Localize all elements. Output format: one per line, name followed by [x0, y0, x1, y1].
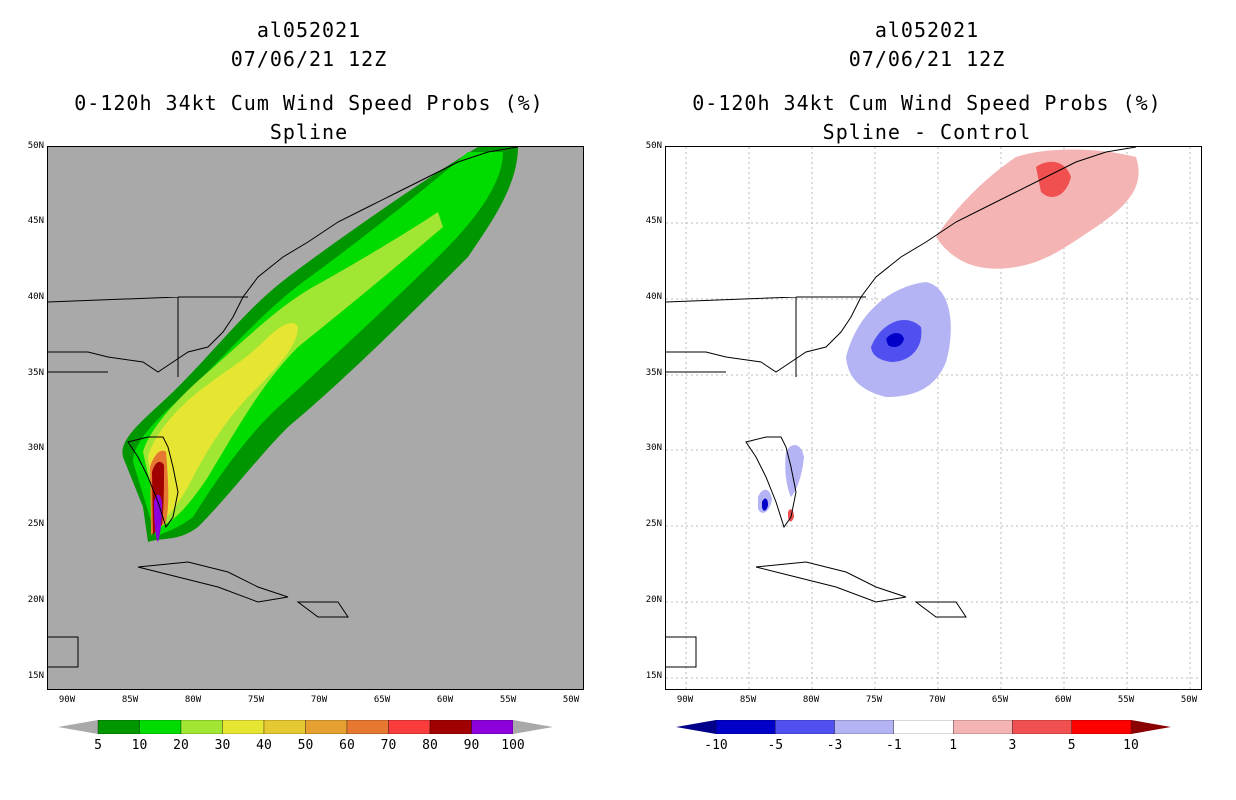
- colorbar-high-arrow: [1131, 720, 1171, 734]
- lat-label: 15N: [645, 671, 662, 681]
- lon-label: 60W: [436, 695, 454, 705]
- lat-label: 50N: [27, 141, 44, 151]
- lat-label: 35N: [645, 368, 662, 378]
- lat-label: 50N: [645, 141, 662, 151]
- prob-contour-100: [154, 494, 162, 542]
- subtitle: Spline: [269, 120, 349, 144]
- lat-label: 25N: [27, 519, 44, 529]
- colorbar-swatch: [1071, 720, 1132, 734]
- lon-label: 80W: [802, 695, 820, 705]
- colorbar-label: 5: [1067, 738, 1076, 753]
- colorbar-swatch: [180, 720, 223, 734]
- lat-label: 30N: [645, 443, 662, 453]
- lon-label: 50W: [562, 695, 580, 705]
- diff-positive: [936, 149, 1139, 269]
- diff-positive-strong: [1036, 161, 1071, 197]
- probability-map: [47, 146, 584, 690]
- colorbar-low-arrow: [676, 720, 716, 734]
- lon-label: 90W: [58, 695, 76, 705]
- colorbar-swatch: [952, 720, 1013, 734]
- lon-label: 50W: [1180, 695, 1198, 705]
- colorbar-label: 100: [501, 738, 525, 753]
- colorbar-swatch: [305, 720, 348, 734]
- lon-label: 85W: [739, 695, 757, 705]
- colorbar-label: 50: [297, 738, 314, 753]
- colorbar-label: -1: [886, 738, 902, 753]
- difference-map: [665, 146, 1202, 690]
- colorbar-label: -5: [767, 738, 784, 753]
- lat-label: 40N: [27, 292, 44, 302]
- storm-id-title: al052021: [874, 18, 980, 42]
- colorbar-label: 90: [463, 738, 480, 753]
- colorbar-label: 10: [131, 738, 148, 753]
- lat-label: 15N: [27, 671, 44, 681]
- colorbar-swatch: [893, 720, 954, 734]
- lon-label: 55W: [499, 695, 517, 705]
- colorbar: [58, 720, 553, 734]
- lon-label: 85W: [121, 695, 139, 705]
- colorbar-swatch: [388, 720, 431, 734]
- lat-label: 45N: [27, 216, 44, 226]
- colorbar-label: 40: [256, 738, 272, 753]
- lat-label: 30N: [27, 443, 44, 453]
- colorbar-swatch: [97, 720, 140, 734]
- lon-label: 70W: [310, 695, 328, 705]
- colorbar-label: 70: [380, 738, 397, 753]
- lon-label: 60W: [1054, 695, 1072, 705]
- lon-label: 75W: [865, 695, 883, 705]
- colorbar: [676, 720, 1171, 734]
- product-title: 0-120h 34kt Cum Wind Speed Probs (%): [692, 91, 1162, 115]
- colorbar-label: 30: [214, 738, 231, 753]
- colorbar-swatch: [346, 720, 389, 734]
- colorbar-swatch: [834, 720, 895, 734]
- colorbar-swatch: [263, 720, 306, 734]
- colorbar-swatch: [715, 720, 776, 734]
- colorbar-label: 5: [94, 738, 102, 753]
- lat-label: 35N: [27, 368, 44, 378]
- colorbar-label: 60: [339, 738, 355, 753]
- colorbar-high-arrow: [513, 720, 553, 734]
- colorbar-swatch: [429, 720, 472, 734]
- grid: [666, 147, 1201, 689]
- lon-label: 70W: [928, 695, 946, 705]
- prob-contour-20: [143, 212, 443, 527]
- colorbar-swatch: [222, 720, 265, 734]
- left-panel: al052021 07/06/21 12Z 0-120h 34kt Cum Wi…: [27, 18, 584, 753]
- lon-label: 80W: [184, 695, 202, 705]
- product-title: 0-120h 34kt Cum Wind Speed Probs (%): [74, 91, 544, 115]
- lon-label: 55W: [1117, 695, 1135, 705]
- lat-label: 45N: [645, 216, 662, 226]
- colorbar-label: 1: [949, 738, 958, 753]
- prob-contour-30: [148, 322, 298, 525]
- lon-label: 75W: [247, 695, 265, 705]
- lat-label: 40N: [645, 292, 662, 302]
- colorbar-swatch: [775, 720, 835, 734]
- diff-negative-strong: [762, 498, 768, 511]
- datetime-title: 07/06/21 12Z: [230, 47, 388, 71]
- diff-negative: [785, 445, 804, 497]
- colorbar-label: -3: [826, 738, 843, 753]
- lat-label: 25N: [645, 519, 662, 529]
- colorbar-label: 10: [1123, 738, 1139, 753]
- lon-label: 90W: [676, 695, 694, 705]
- diff-negative-strong: [886, 333, 904, 347]
- storm-id-title: al052021: [256, 18, 362, 42]
- right-panel: al052021 07/06/21 12Z 0-120h 34kt Cum Wi…: [618, 0, 1236, 800]
- lat-label: 20N: [645, 595, 662, 605]
- subtitle: Spline - Control: [822, 120, 1032, 144]
- colorbar-label: 3: [1008, 738, 1017, 753]
- colorbar-swatch: [1012, 720, 1072, 734]
- colorbar-label: 80: [422, 738, 438, 753]
- colorbar-swatch: [139, 720, 182, 734]
- datetime-title: 07/06/21 12Z: [848, 47, 1006, 71]
- lon-label: 65W: [991, 695, 1009, 705]
- colorbar-label: 20: [173, 738, 189, 753]
- lat-label: 20N: [27, 595, 44, 605]
- lon-label: 65W: [373, 695, 391, 705]
- colorbar-label: -10: [704, 738, 728, 753]
- colorbar-swatch: [471, 720, 514, 734]
- colorbar-low-arrow: [58, 720, 98, 734]
